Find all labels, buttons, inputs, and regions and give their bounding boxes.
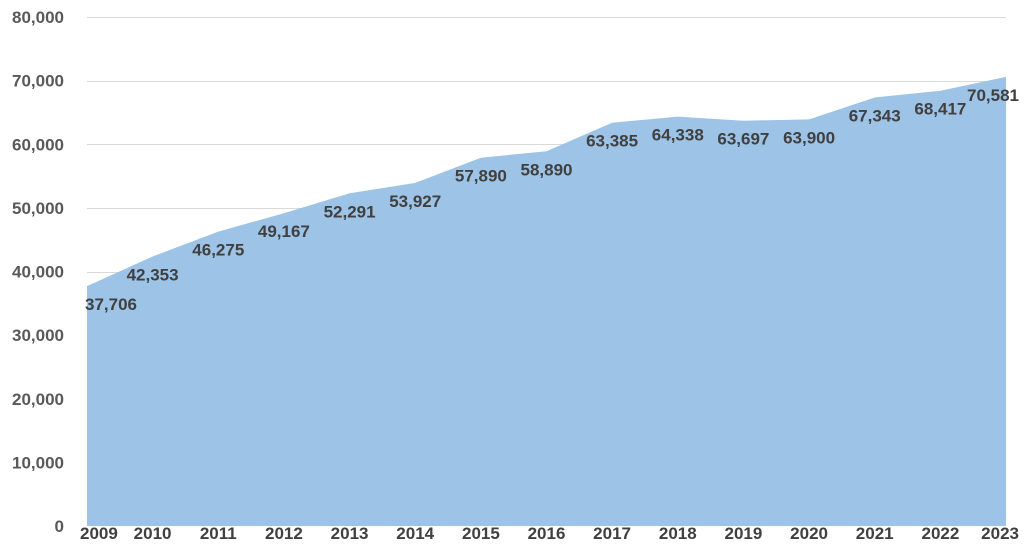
y-tick-label: 40,000 — [12, 263, 64, 282]
data-label: 63,697 — [717, 130, 769, 149]
x-tick-label: 2013 — [331, 524, 369, 543]
x-tick-label: 2009 — [80, 524, 118, 543]
y-tick-label: 60,000 — [12, 135, 64, 154]
x-tick-label: 2010 — [134, 524, 172, 543]
data-label: 49,167 — [258, 222, 310, 241]
data-label: 53,927 — [389, 192, 441, 211]
data-label: 70,581 — [967, 86, 1019, 105]
data-label: 37,706 — [85, 295, 137, 314]
x-tick-label: 2014 — [396, 524, 434, 543]
data-label: 63,900 — [783, 128, 835, 147]
y-tick-label: 0 — [55, 517, 64, 536]
y-tick-label: 30,000 — [12, 326, 64, 345]
data-labels: 37,706 42,353 46,275 49,167 52,291 53,927 57,8… — [85, 86, 1019, 314]
x-tick-label: 2018 — [659, 524, 697, 543]
data-label: 58,890 — [521, 160, 573, 179]
data-label: 57,890 — [455, 167, 507, 186]
x-tick-label: 2022 — [921, 524, 959, 543]
x-axis-tick-labels: 2009 2010 2011 2012 2013 2014 2015 2016 2017 2018… — [80, 524, 1019, 543]
data-label: 46,275 — [192, 241, 244, 260]
y-tick-label: 10,000 — [12, 453, 64, 472]
x-tick-label: 2015 — [462, 524, 500, 543]
data-label: 64,338 — [652, 126, 704, 145]
x-tick-label: 2019 — [724, 524, 762, 543]
y-tick-label: 50,000 — [12, 199, 64, 218]
y-tick-label: 20,000 — [12, 390, 64, 409]
data-label: 68,417 — [914, 100, 966, 119]
x-tick-label: 2016 — [528, 524, 566, 543]
data-label: 42,353 — [127, 266, 179, 285]
x-tick-label: 2020 — [790, 524, 828, 543]
data-label: 52,291 — [324, 202, 376, 221]
x-tick-label: 2021 — [856, 524, 894, 543]
y-tick-label: 80,000 — [12, 8, 64, 27]
area-fill — [87, 76, 1006, 527]
area-series — [86, 76, 1007, 527]
y-axis-tick-labels: 0 10,000 20,000 30,000 40,000 50,000 60,000 70,… — [12, 8, 64, 536]
x-tick-label: 2017 — [593, 524, 631, 543]
data-label: 63,385 — [586, 132, 638, 151]
x-tick-label: 2012 — [265, 524, 303, 543]
y-tick-label: 70,000 — [12, 72, 64, 91]
data-label: 67,343 — [849, 107, 901, 126]
x-tick-label: 2011 — [200, 524, 237, 543]
x-tick-label: 2023 — [981, 524, 1019, 543]
